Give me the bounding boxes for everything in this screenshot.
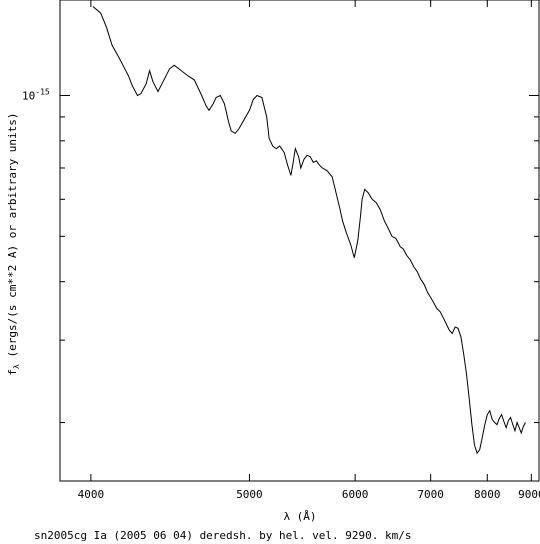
- y-axis-ticks: 10-15: [22, 88, 539, 424]
- svg-text:fλ (ergs/(s cm**2 A) or arbitr: fλ (ergs/(s cm**2 A) or arbitrary units): [6, 112, 21, 375]
- spectrum-series-line: [92, 6, 526, 455]
- y-axis-label-symbol: f: [6, 369, 19, 376]
- x-tick-label: 6000: [342, 488, 369, 501]
- x-tick-label: 8000: [474, 488, 501, 501]
- x-tick-label: 4000: [78, 488, 105, 501]
- chart-caption: sn2005cg Ia (2005 06 04) deredsh. by hel…: [34, 529, 412, 542]
- y-axis-label-subscript: λ: [12, 364, 21, 369]
- x-axis-label: λ (Å): [283, 510, 316, 523]
- y-axis-label: fλ (ergs/(s cm**2 A) or arbitrary units): [6, 112, 21, 375]
- x-tick-label: 9000: [518, 488, 540, 501]
- x-axis-ticks: 4000 5000 6000 7000 8000 9000: [78, 0, 540, 501]
- plot-frame: [59, 0, 540, 482]
- x-tick-label: 5000: [236, 488, 263, 501]
- y-tick-label: 10-15: [22, 88, 50, 103]
- y-axis-label-text: (ergs/(s cm**2 A) or arbitrary units): [6, 112, 19, 364]
- x-tick-label: 7000: [417, 488, 444, 501]
